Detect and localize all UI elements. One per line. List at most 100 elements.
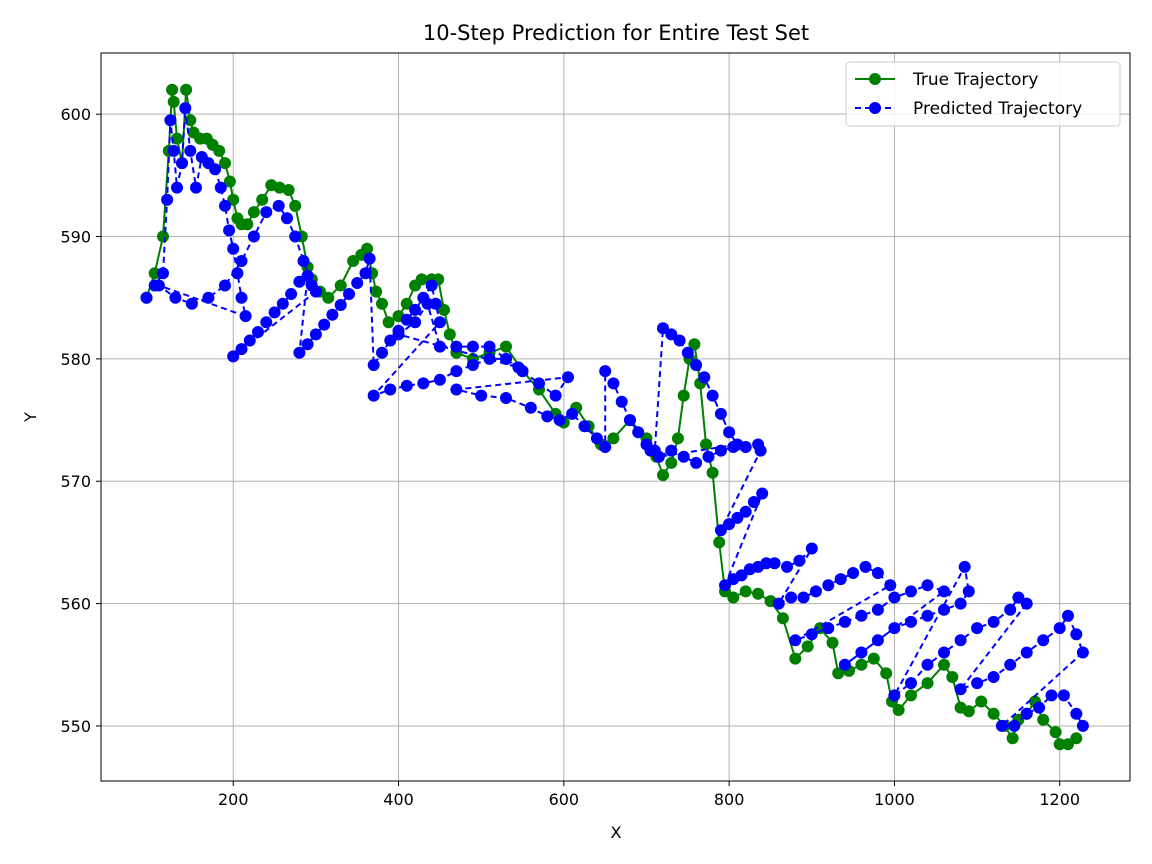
series-1-point (995, 719, 1008, 732)
series-0-point (892, 704, 905, 716)
series-1-point (590, 432, 603, 445)
series-0-point (1062, 738, 1074, 751)
series-1-point (1070, 628, 1083, 641)
series-1-point (500, 352, 512, 365)
series-0-point (855, 658, 868, 671)
series-0-group (140, 83, 1083, 751)
series-1-point (739, 505, 752, 518)
series-1-point (971, 677, 984, 690)
series-1-point (1076, 646, 1089, 659)
series-0-point (223, 175, 236, 188)
series-1-point (888, 689, 901, 702)
series-1-point (702, 450, 715, 463)
series-0-point (789, 652, 802, 665)
series-0-point (677, 389, 690, 402)
series-1-point (235, 255, 248, 267)
series-1-point (772, 597, 785, 610)
series-1-point (714, 524, 727, 537)
series-1-point (971, 622, 984, 635)
series-1-point (731, 511, 744, 524)
series-1-point (905, 585, 917, 598)
series-0-point (962, 705, 975, 718)
series-1-point (363, 252, 376, 265)
series-1-point (723, 426, 736, 439)
series-0-point (1053, 738, 1066, 751)
series-1-point (433, 340, 446, 353)
series-0-point (727, 591, 740, 604)
series-1-point (615, 395, 628, 408)
series-0-point (166, 83, 179, 96)
series-1-point (409, 303, 422, 316)
series-0-point (700, 438, 712, 451)
series-1-point (698, 371, 711, 384)
series-1-point (805, 628, 818, 641)
series-0-point (180, 83, 193, 96)
series-0-point (273, 181, 286, 194)
series-1-point (632, 426, 645, 439)
series-1-point (681, 346, 694, 359)
series-1-point (260, 206, 273, 219)
series-1-point (326, 308, 339, 321)
series-0-point (438, 303, 450, 316)
series-1-point (1057, 689, 1070, 702)
series-1-point (272, 199, 285, 212)
series-1-point (185, 297, 198, 310)
series-1-point (140, 291, 153, 304)
series-0-point (739, 585, 752, 598)
series-0-point (665, 456, 678, 469)
series-1-point (516, 365, 529, 378)
series-0-point (713, 536, 726, 549)
series-1-point (367, 359, 380, 371)
series-0-point (322, 291, 335, 304)
series-1-point (793, 554, 806, 567)
series-1-point (167, 144, 180, 157)
series-1-point (417, 377, 430, 390)
series-1-point (921, 579, 934, 592)
legend-true-label: True Trajectory (912, 70, 1038, 90)
series-1-point (400, 379, 413, 392)
series-0-point (671, 432, 684, 445)
series-1-point (665, 328, 678, 341)
series-1-point (624, 414, 636, 427)
series-1-point (301, 269, 314, 282)
series-1-point (301, 338, 314, 351)
series-1-point (921, 658, 934, 671)
series-1-point (723, 518, 736, 531)
series-1-point (719, 579, 731, 592)
chart-title: 10-Step Prediction for Entire Test Set (423, 21, 809, 45)
series-0-point (987, 707, 1000, 720)
series-1-point (677, 450, 690, 463)
axis-ticks: 200 400 600 800 1000 1200 550 560 570 580 590 600 (60, 105, 1080, 809)
series-1-point (754, 444, 767, 457)
series-0-point (1070, 732, 1083, 745)
series-0-point (905, 689, 917, 702)
series-1-point (1020, 646, 1033, 659)
series-1-point (727, 441, 740, 453)
series-1-point (657, 322, 669, 335)
series-0-point (347, 255, 360, 267)
x-tick-label: 1200 (1039, 790, 1080, 809)
series-0-point (361, 242, 374, 255)
series-0-point (376, 297, 388, 310)
y-tick-label: 550 (60, 717, 91, 736)
series-0-point (752, 587, 765, 600)
series-1-point (714, 444, 727, 457)
series-0-point (443, 328, 456, 341)
series-1-point (161, 193, 174, 206)
series-1-point (871, 634, 884, 647)
series-0-point (1037, 713, 1050, 726)
series-1-point (760, 557, 773, 570)
series-1-point (318, 318, 331, 331)
series-1-point (157, 267, 169, 280)
series-1-point (938, 646, 950, 659)
series-1-point (822, 579, 835, 592)
series-0-point (227, 193, 240, 206)
series-1-point (466, 359, 479, 371)
series-1-point (524, 401, 537, 414)
series-1-point (450, 340, 463, 353)
series-1-point (789, 634, 802, 647)
series-1-point (1020, 707, 1033, 720)
series-1-point (384, 383, 397, 396)
series-1-point (176, 157, 188, 170)
